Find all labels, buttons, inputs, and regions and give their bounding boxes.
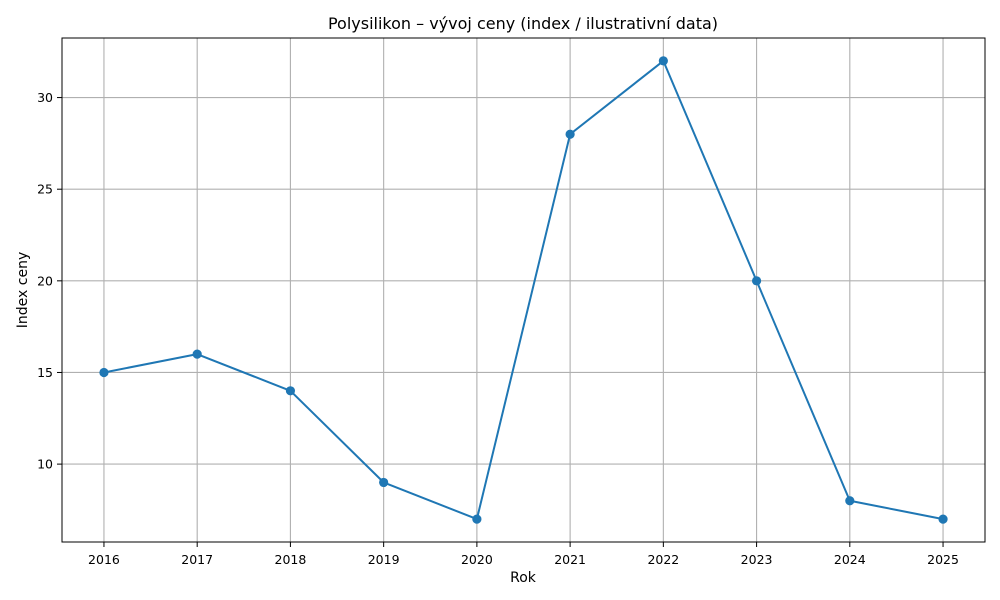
x-axis-label: Rok [510,570,537,586]
data-point [658,56,668,66]
data-series [99,56,948,524]
data-point [938,514,948,524]
grid-lines [62,38,985,542]
chart-title: Polysilikon – vývoj ceny (index / ilustr… [328,14,718,33]
x-tick-label: 2023 [741,552,773,567]
data-point [845,496,855,506]
y-tick-label: 25 [37,182,53,197]
x-tick-label: 2022 [647,552,679,567]
data-point [472,514,482,524]
data-point [99,367,109,378]
y-tick-label: 30 [37,90,53,105]
x-tick-label: 2021 [554,552,586,567]
plot-area-frame [61,37,986,543]
data-point [751,276,762,286]
data-point [192,349,202,359]
data-point [565,129,575,139]
data-point [379,477,389,488]
axis-ticks: 2016 2017 2018 2019 2020 2021 2022 2023 2024 2025… [37,90,959,567]
series-line [103,59,944,521]
x-tick-label: 2020 [461,552,493,567]
x-tick-label: 2024 [834,552,866,567]
x-tick-label: 2016 [88,552,120,567]
x-tick-label: 2019 [368,552,400,567]
y-tick-label: 10 [37,457,53,472]
y-axis-label: Index ceny [15,252,31,328]
x-tick-label: 2017 [181,552,213,567]
y-tick-label: 20 [37,273,53,288]
y-tick-label: 15 [37,365,53,380]
data-point [285,386,296,396]
x-tick-label: 2018 [275,552,307,567]
x-tick-label: 2025 [927,552,959,567]
